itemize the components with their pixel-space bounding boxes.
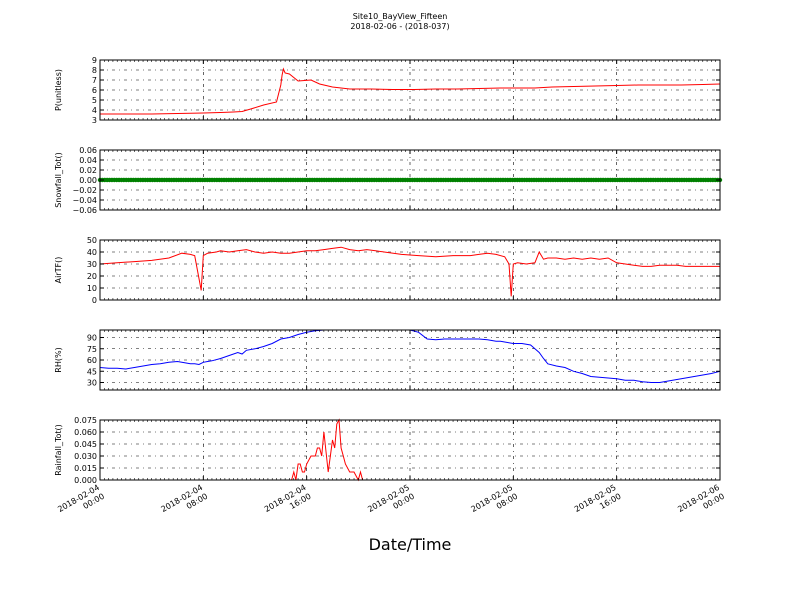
chart2-ytick-label-0: −0.06 bbox=[72, 206, 97, 215]
x-tick-label-1: 2018-02-0408:00 bbox=[160, 483, 210, 523]
chart1-ytick-label-0: 3 bbox=[92, 116, 97, 125]
chart5-ytick-label-2: 0.030 bbox=[74, 452, 97, 461]
figure-title-line2: 2018-02-06 - (2018-037) bbox=[350, 22, 449, 31]
chart2-ytick-label-6: 0.06 bbox=[79, 146, 97, 155]
chart5-ytick-label-4: 0.060 bbox=[74, 428, 97, 437]
chart2-ytick-label-1: −0.04 bbox=[72, 196, 97, 205]
chart4-ytick-label-4: 90 bbox=[87, 334, 97, 343]
chart1-ytick-label-5: 8 bbox=[92, 66, 97, 75]
chart2-ytick-label-4: 0.02 bbox=[79, 166, 97, 175]
chart1-ytick-label-2: 5 bbox=[92, 96, 97, 105]
x-tick-label-3: 2018-02-0500:00 bbox=[366, 483, 416, 523]
chart1-series-line bbox=[100, 67, 721, 115]
figure-title-line1: Site10_BayView_Fifteen bbox=[353, 12, 448, 21]
chart2-ylabel: Snowfall_Tot() bbox=[54, 152, 63, 208]
chart3-series-line bbox=[99, 246, 720, 297]
chart5-ytick-label-0: 0.000 bbox=[74, 476, 97, 485]
chart1-ytick-label-1: 4 bbox=[92, 106, 97, 115]
chart2-ytick-label-5: 0.04 bbox=[79, 156, 97, 165]
chart3-ytick-label-5: 50 bbox=[87, 236, 97, 245]
chart5-ytick-label-5: 0.075 bbox=[74, 416, 97, 425]
chart2-ytick-label-3: 0.00 bbox=[79, 176, 97, 185]
chart1-ytick-label-4: 7 bbox=[92, 76, 97, 85]
chart4-ytick-label-2: 60 bbox=[87, 356, 97, 365]
chart1-ylabel: P(unitless) bbox=[54, 69, 63, 111]
chart4-ytick-label-0: 30 bbox=[87, 379, 97, 388]
chart3-ytick-label-0: 0 bbox=[92, 296, 97, 305]
chart5-ylabel: Rainfall_Tot() bbox=[54, 424, 63, 476]
chart4-ylabel: RH(%) bbox=[54, 347, 63, 372]
chart4-ytick-label-3: 75 bbox=[87, 345, 97, 354]
chart1-ytick-label-3: 6 bbox=[92, 86, 97, 95]
chart3-ytick-label-4: 40 bbox=[87, 248, 97, 257]
chart3-ylabel: AirTF() bbox=[54, 257, 63, 284]
chart3-ytick-label-1: 10 bbox=[87, 284, 97, 293]
chart1-ytick-label-6: 9 bbox=[92, 56, 97, 65]
chart5-ytick-label-1: 0.015 bbox=[74, 464, 97, 473]
chart3-ytick-label-2: 20 bbox=[87, 272, 97, 281]
x-axis-label: Date/Time bbox=[369, 535, 452, 554]
x-tick-label-0: 2018-02-0400:00 bbox=[56, 483, 106, 523]
chart3-ytick-label-3: 30 bbox=[87, 260, 97, 269]
chart2-ytick-label-2: −0.02 bbox=[72, 186, 97, 195]
x-tick-label-4: 2018-02-0508:00 bbox=[470, 483, 520, 523]
x-tick-label-6: 2018-02-0600:00 bbox=[676, 483, 726, 523]
chart4-ytick-label-1: 45 bbox=[87, 367, 97, 376]
x-tick-label-2: 2018-02-0416:00 bbox=[263, 483, 313, 523]
chart5-ytick-label-3: 0.045 bbox=[74, 440, 97, 449]
x-tick-label-5: 2018-02-0516:00 bbox=[573, 483, 623, 523]
